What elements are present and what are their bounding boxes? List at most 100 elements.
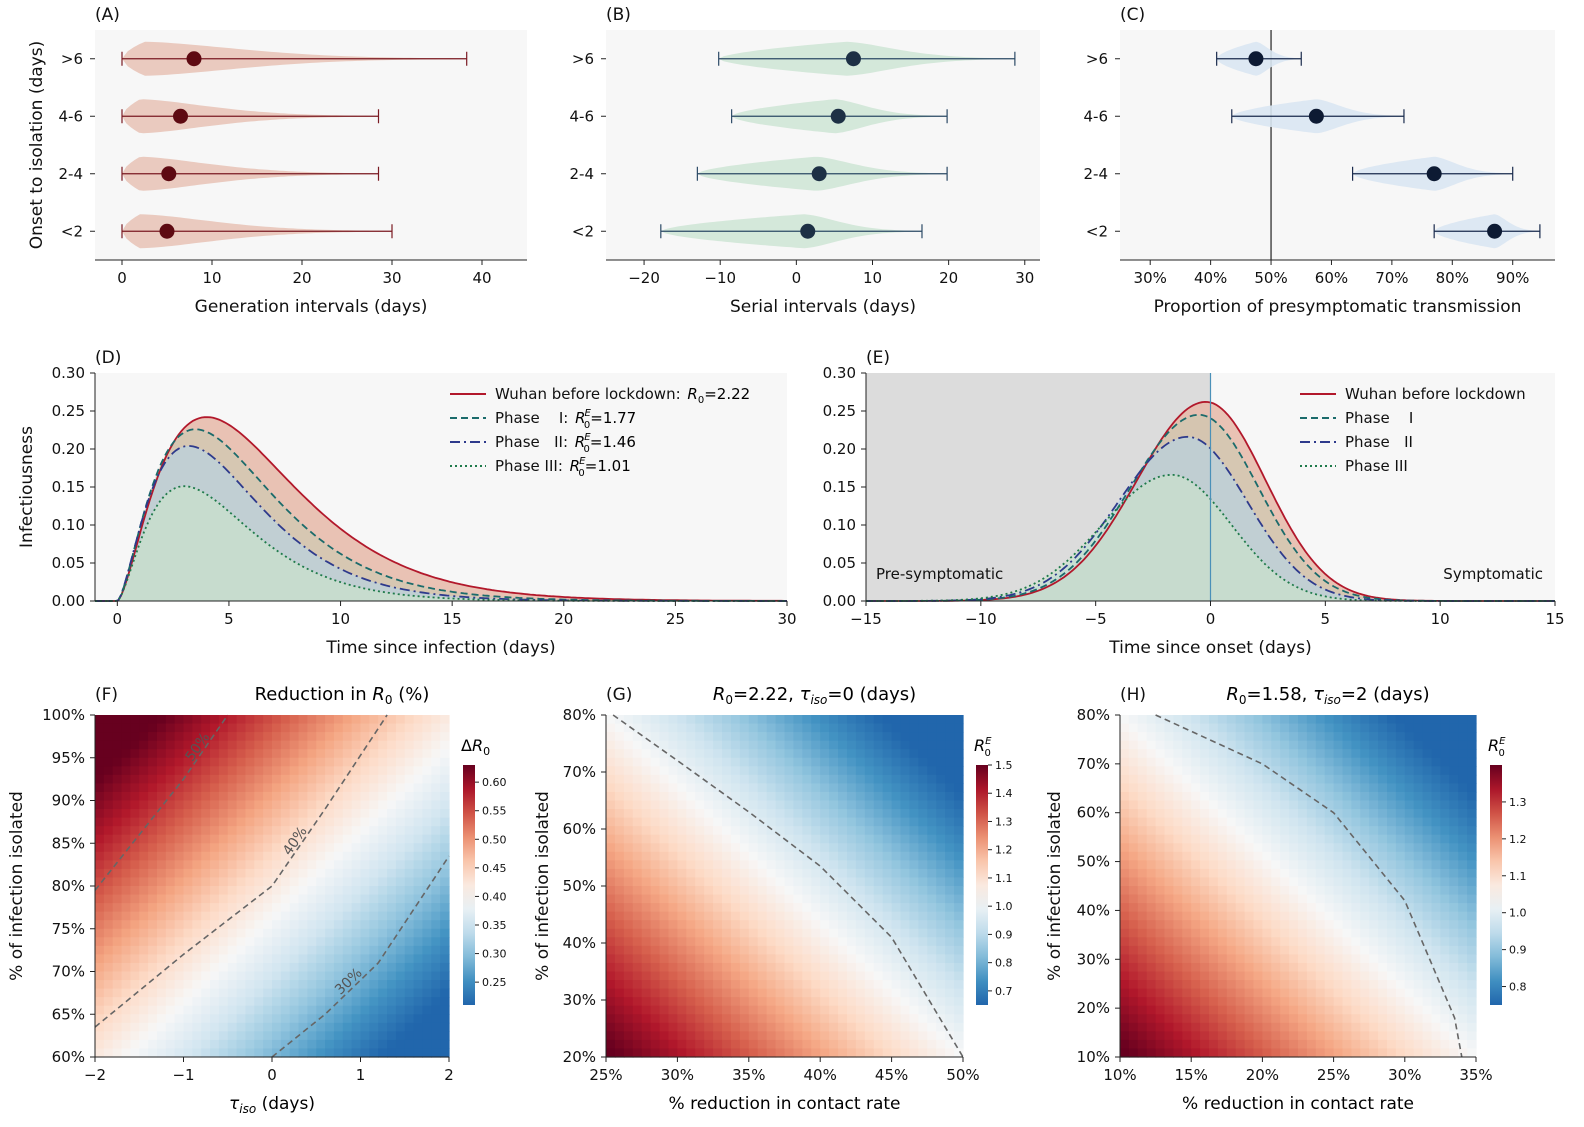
x-tick-label: 10: [202, 269, 221, 287]
heatmap-cell: [174, 757, 185, 767]
heatmap-cell: [632, 740, 643, 750]
heatmap-cell: [1289, 1014, 1299, 1024]
heatmap-cell: [1235, 723, 1246, 733]
heatmap-cell: [387, 851, 397, 861]
heatmap-cell: [1395, 1031, 1406, 1041]
heatmap-cell: [263, 783, 273, 793]
heatmap-cell: [739, 851, 750, 861]
heatmap-cell: [387, 962, 397, 973]
heatmap-cell: [606, 877, 616, 887]
heatmap-cell: [378, 1022, 388, 1032]
heatmap-cell: [440, 928, 450, 938]
heatmap-cell: [757, 1022, 768, 1032]
heatmap-cell: [846, 928, 857, 938]
heatmap-cell: [1333, 732, 1344, 742]
heatmap-cell: [431, 1039, 441, 1050]
heatmap-cell: [704, 1014, 714, 1024]
heatmap-cell: [766, 988, 777, 998]
heatmap-cell: [103, 723, 114, 733]
heatmap-cell: [855, 800, 866, 810]
heatmap-cell: [148, 715, 158, 725]
x-axis-label: % reduction in contact rate: [669, 1094, 901, 1114]
heatmap-cell: [775, 817, 786, 827]
heatmap-cell: [422, 766, 432, 776]
heatmap-cell: [148, 851, 158, 861]
heatmap-cell: [873, 757, 884, 767]
heatmap-cell: [316, 740, 326, 750]
heatmap-cell: [1378, 1039, 1388, 1050]
heatmap-cell: [1413, 774, 1424, 784]
heatmap-cell: [704, 843, 714, 853]
heatmap-cell: [909, 980, 919, 990]
heatmap-cell: [95, 980, 105, 990]
heatmap-cell: [739, 817, 750, 827]
heatmap-cell: [342, 723, 353, 733]
heatmap-cell: [1155, 877, 1166, 887]
heatmap-cell: [784, 860, 795, 870]
heatmap-cell: [1280, 868, 1290, 879]
heatmap-cell: [1173, 997, 1183, 1007]
heatmap-cell: [1164, 732, 1174, 742]
heatmap-cell: [677, 826, 687, 836]
heatmap-cell: [201, 1031, 211, 1041]
heatmap-cell: [1191, 997, 1201, 1007]
heatmap-cell: [873, 749, 884, 759]
heatmap-cell: [1324, 766, 1335, 776]
heatmap-cell: [272, 903, 282, 913]
heatmap-cell: [838, 860, 848, 870]
heatmap-cell: [739, 886, 750, 896]
heatmap-cell: [882, 962, 893, 973]
heatmap-cell: [659, 843, 670, 853]
heatmap-cell: [775, 851, 786, 861]
heatmap-cell: [802, 1022, 812, 1032]
heatmap-cell: [713, 1005, 723, 1015]
heatmap-cell: [775, 1039, 786, 1050]
heatmap-cell: [1173, 740, 1183, 750]
heatmap-cell: [775, 843, 786, 853]
heatmap-cell: [882, 817, 893, 827]
heatmap-cell: [1253, 732, 1263, 742]
heatmap-cell: [360, 749, 370, 759]
heatmap-cell: [227, 1031, 238, 1041]
heatmap-cell: [130, 877, 140, 887]
heatmap-cell: [369, 868, 379, 879]
heatmap-cell: [1128, 774, 1139, 784]
heatmap-cell: [891, 877, 902, 887]
heatmap-cell: [378, 766, 388, 776]
x-tick-label: 45%: [875, 1066, 908, 1084]
math-sup: E: [579, 456, 586, 467]
heatmap-cell: [793, 911, 803, 921]
heatmap-cell: [342, 886, 353, 896]
heatmap-cell: [103, 826, 114, 836]
heatmap-cell: [793, 945, 803, 955]
heatmap-cell: [1200, 920, 1210, 930]
heatmap-cell: [820, 715, 830, 725]
heatmap-cell: [695, 1048, 705, 1058]
heatmap-cell: [272, 877, 282, 887]
heatmap-cell: [1173, 723, 1183, 733]
heatmap-cell: [1182, 928, 1192, 938]
heatmap-cell: [1209, 962, 1219, 973]
heatmap-cell: [422, 774, 432, 784]
heatmap-cell: [289, 1031, 300, 1041]
heatmap-cell: [1360, 723, 1370, 733]
heatmap-cell: [606, 937, 616, 947]
heatmap-cell: [413, 1005, 424, 1015]
heatmap-cell: [130, 911, 140, 921]
heatmap-cell: [130, 843, 140, 853]
heatmap-cell: [325, 911, 335, 921]
heatmap-cell: [413, 723, 424, 733]
heatmap-cell: [632, 774, 643, 784]
heatmap-cell: [820, 988, 830, 998]
heatmap-cell: [900, 1005, 911, 1015]
heatmap-cell: [245, 757, 255, 767]
heatmap-cell: [413, 766, 424, 776]
violin: [121, 99, 380, 134]
heatmap-cell: [1351, 1005, 1361, 1015]
heatmap-cell: [641, 766, 652, 776]
heatmap-cell: [936, 980, 946, 990]
heatmap-cell: [272, 997, 282, 1007]
heatmap-cell: [121, 715, 131, 725]
heatmap-cell: [945, 749, 955, 759]
heatmap-cell: [342, 894, 353, 904]
